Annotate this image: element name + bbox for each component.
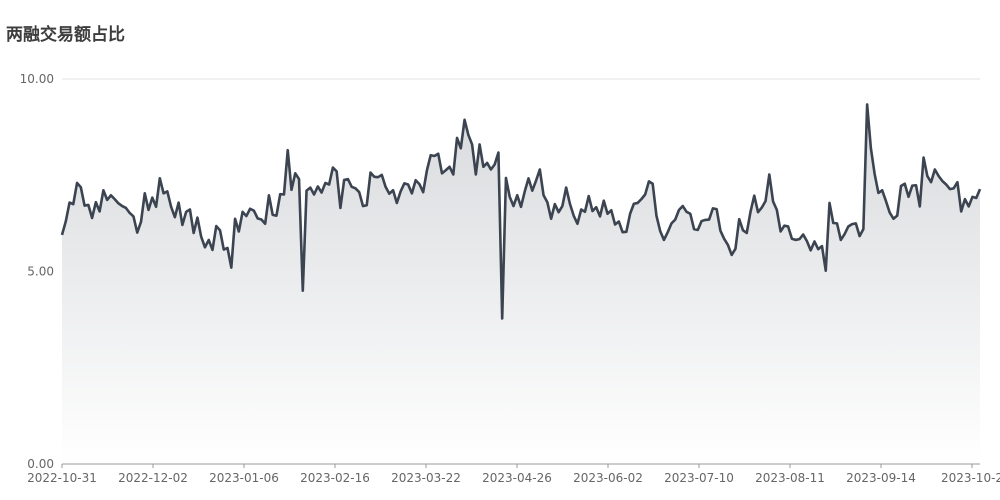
x-tick-label: 2023-02-16 [300, 471, 370, 485]
series-line [60, 103, 982, 320]
y-tick-label: 0.00 [27, 457, 54, 471]
x-tick-label: 2023-03-22 [391, 471, 461, 485]
x-tick-label: 2023-07-10 [664, 471, 734, 485]
x-tick-label: 2023-08-11 [755, 471, 825, 485]
x-tick-label: 2023-10-2 [941, 471, 1000, 485]
x-tick-label: 2023-06-02 [573, 471, 643, 485]
y-tick-label: 5.00 [27, 265, 54, 279]
x-tick-label: 2022-12-02 [118, 471, 188, 485]
area-fill [62, 104, 980, 464]
x-tick-label: 2023-04-26 [482, 471, 552, 485]
y-tick-label: 10.00 [20, 72, 54, 86]
x-tick-label: 2022-10-31 [27, 471, 97, 485]
chart-title: 两融交易额占比 [6, 25, 125, 45]
x-tick-label: 2023-01-06 [209, 471, 279, 485]
x-tick-label: 2023-09-14 [846, 471, 916, 485]
